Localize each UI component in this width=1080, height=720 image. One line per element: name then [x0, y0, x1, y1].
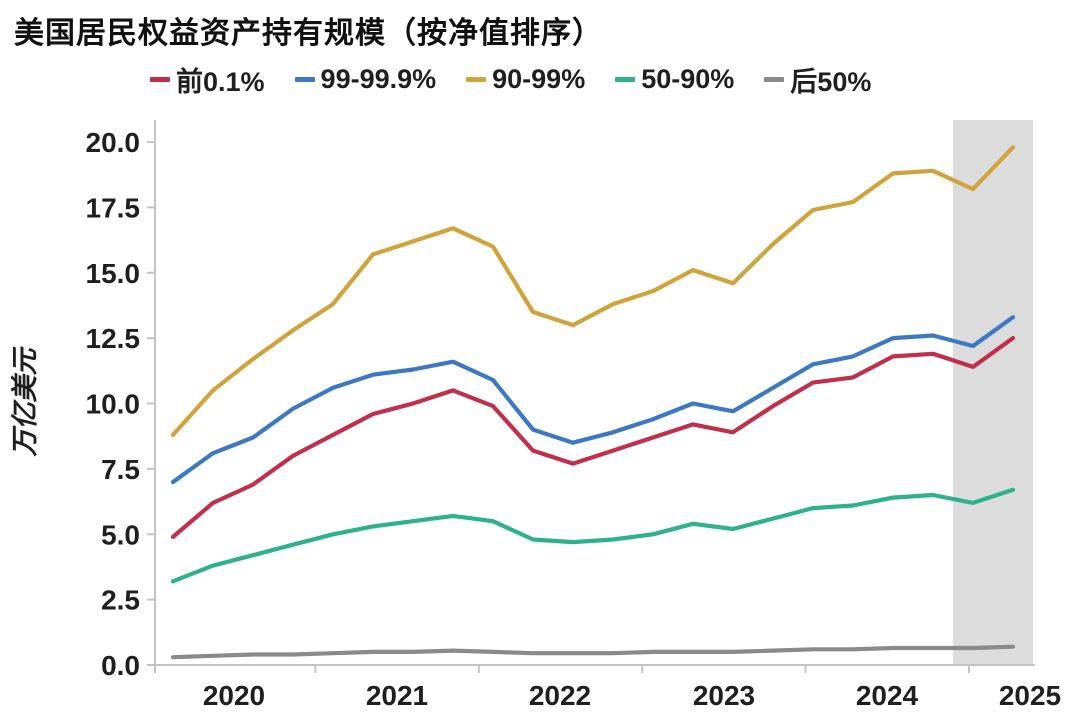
y-tick-label: 17.5 [86, 192, 141, 223]
legend-item-3: 50-90% [615, 64, 734, 95]
series-line-p99_999 [170, 315, 1016, 485]
legend-label: 前0.1% [176, 67, 265, 97]
legend-item-2: 90-99% [466, 64, 585, 95]
legend-item-4: 后50% [764, 60, 871, 99]
legend-label: 后50% [790, 67, 872, 97]
series-line-p50_90 [170, 487, 1016, 584]
x-tick-label: 2023 [693, 680, 755, 711]
y-tick-label: 2.5 [101, 585, 140, 616]
legend-item-0: 前0.1% [150, 60, 265, 99]
legend-label: 50-90% [641, 64, 735, 94]
y-tick-label: 12.5 [86, 323, 141, 354]
page-title: 美国居民权益资产持有规模（按净值排序） [14, 17, 603, 50]
legend-dash-icon [764, 77, 785, 82]
legend-dash-icon [150, 77, 170, 82]
legend-item-1: 99-99.9% [294, 64, 437, 95]
y-tick-label: 20.0 [86, 127, 141, 158]
legend-dash-icon [294, 77, 315, 82]
y-axis-title: 万亿美元 [10, 346, 40, 458]
y-tick-label: 7.5 [101, 454, 140, 485]
chart-area: 20.0 17.5 15.0 12.5 10.0 7.5 5.0 2.5 0.0 2020 2021… [0, 100, 1080, 720]
x-tick-label: 2021 [366, 680, 428, 711]
legend: 前0.1% 99-99.9% 90-99% 50-90% 后50% [150, 60, 871, 99]
x-tick-label: 2025 [999, 680, 1061, 711]
x-tick-label: 2024 [856, 680, 919, 711]
legend-label: 99-99.9% [320, 64, 437, 94]
series-line-top01 [170, 336, 1016, 539]
series-line-p90_99 [170, 145, 1016, 437]
legend-dash-icon [615, 77, 636, 82]
series-line-bottom50 [170, 644, 1016, 660]
legend-label: 90-99% [492, 64, 586, 94]
y-tick-label: 15.0 [86, 258, 141, 289]
legend-dash-icon [466, 77, 487, 82]
y-tick-label: 0.0 [101, 650, 140, 681]
y-tick-label: 5.0 [101, 519, 140, 550]
x-tick-label: 2020 [203, 680, 265, 711]
x-tick-label: 2022 [529, 680, 591, 711]
chart-svg: 20.0 17.5 15.0 12.5 10.0 7.5 5.0 2.5 0.0 2020 2021… [10, 120, 1061, 711]
y-tick-label: 10.0 [86, 389, 141, 420]
forecast-shade [953, 120, 1033, 665]
